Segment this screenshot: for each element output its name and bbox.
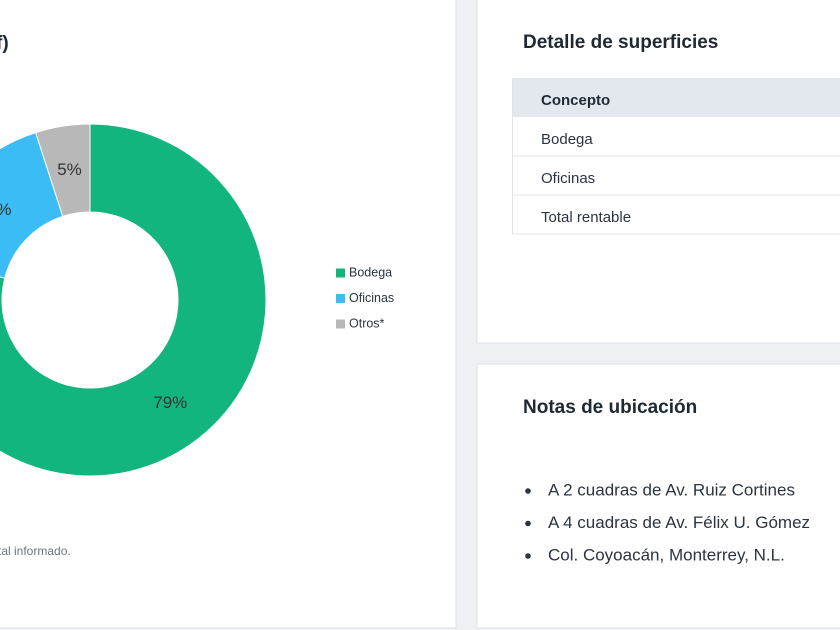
legend-swatch xyxy=(336,294,345,303)
legend-swatch xyxy=(336,268,345,278)
note-item: A 2 cuadras de Av. Ruiz Cortines xyxy=(548,480,795,499)
notes-card xyxy=(476,363,840,629)
note-item: A 4 cuadras de Av. Félix U. Gómez xyxy=(548,513,810,532)
legend-swatch xyxy=(336,319,345,329)
chart-title: f) xyxy=(0,33,9,54)
table-card xyxy=(476,0,840,344)
legend-label: Bodega xyxy=(349,265,392,279)
slice xyxy=(34,123,91,217)
bullet xyxy=(525,553,531,559)
slice xyxy=(0,123,267,477)
legend-label: Otros* xyxy=(349,316,385,330)
table-header-cell: Concepto xyxy=(541,92,610,109)
table-cell: Oficinas xyxy=(541,170,595,187)
notes-title: Notas de ubicación xyxy=(523,397,697,418)
slice-label: 79% xyxy=(153,393,187,412)
bullet xyxy=(525,488,531,494)
note-item: Col. Coyoacán, Monterrey, N.L. xyxy=(548,545,785,564)
slice-label: 16% xyxy=(0,200,12,219)
legend-label: Oficinas xyxy=(349,291,394,305)
table-header xyxy=(512,78,840,117)
table-title: Detalle de superficies xyxy=(523,32,718,53)
chart-note: tal informado. xyxy=(0,544,71,558)
bullet xyxy=(525,520,531,527)
table-cell: Bodega xyxy=(541,131,593,148)
table-cell: Total rentable xyxy=(541,209,631,226)
slice-label: 5% xyxy=(57,160,82,179)
